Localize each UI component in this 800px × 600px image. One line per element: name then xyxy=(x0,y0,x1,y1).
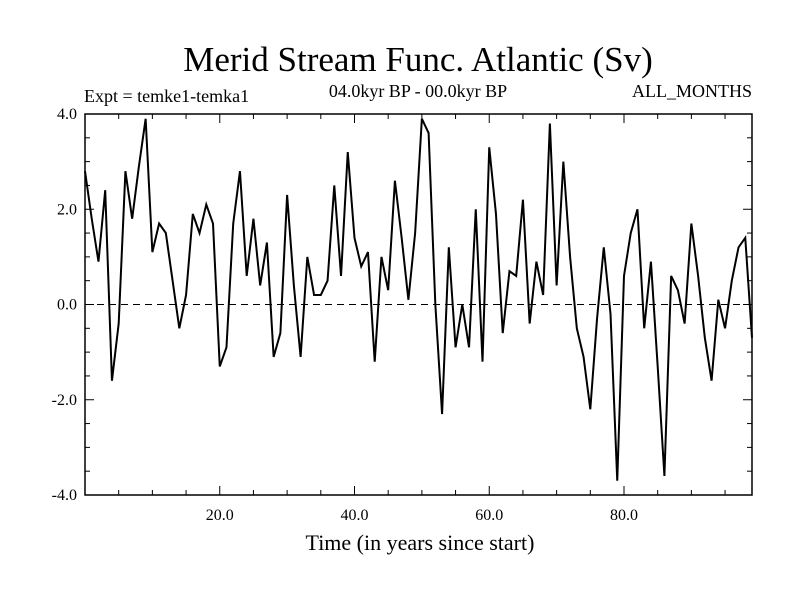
y-tick-label: 4.0 xyxy=(57,106,77,123)
series-line-0 xyxy=(84,118,753,481)
y-tick-label: 0.0 xyxy=(57,297,77,314)
x-tick-label: 40.0 xyxy=(340,507,368,524)
plot-area: 20.0 40.0 60.0 80.0 4.0 2.0 0.0 -2.0 -4.0 xyxy=(52,106,753,524)
y-tick-label: -2.0 xyxy=(52,392,77,409)
plot-frame xyxy=(84,113,753,496)
x-axis-label: Time (in years since start) xyxy=(306,530,535,555)
y-tick-label: 2.0 xyxy=(57,201,77,218)
chart-title: Merid Stream Func. Atlantic (Sv) xyxy=(183,40,653,79)
x-tick-label: 20.0 xyxy=(206,507,234,524)
y-tick-label: -4.0 xyxy=(52,487,77,504)
chart-subtitle-center: 04.0kyr BP - 00.0kyr BP xyxy=(329,81,507,101)
x-tick-label: 60.0 xyxy=(475,507,503,524)
x-tick-label: 80.0 xyxy=(610,507,638,524)
chart-subtitle-left: Expt = temke1-temka1 xyxy=(84,86,249,106)
chart-subtitle-right: ALL_MONTHS xyxy=(632,81,752,101)
